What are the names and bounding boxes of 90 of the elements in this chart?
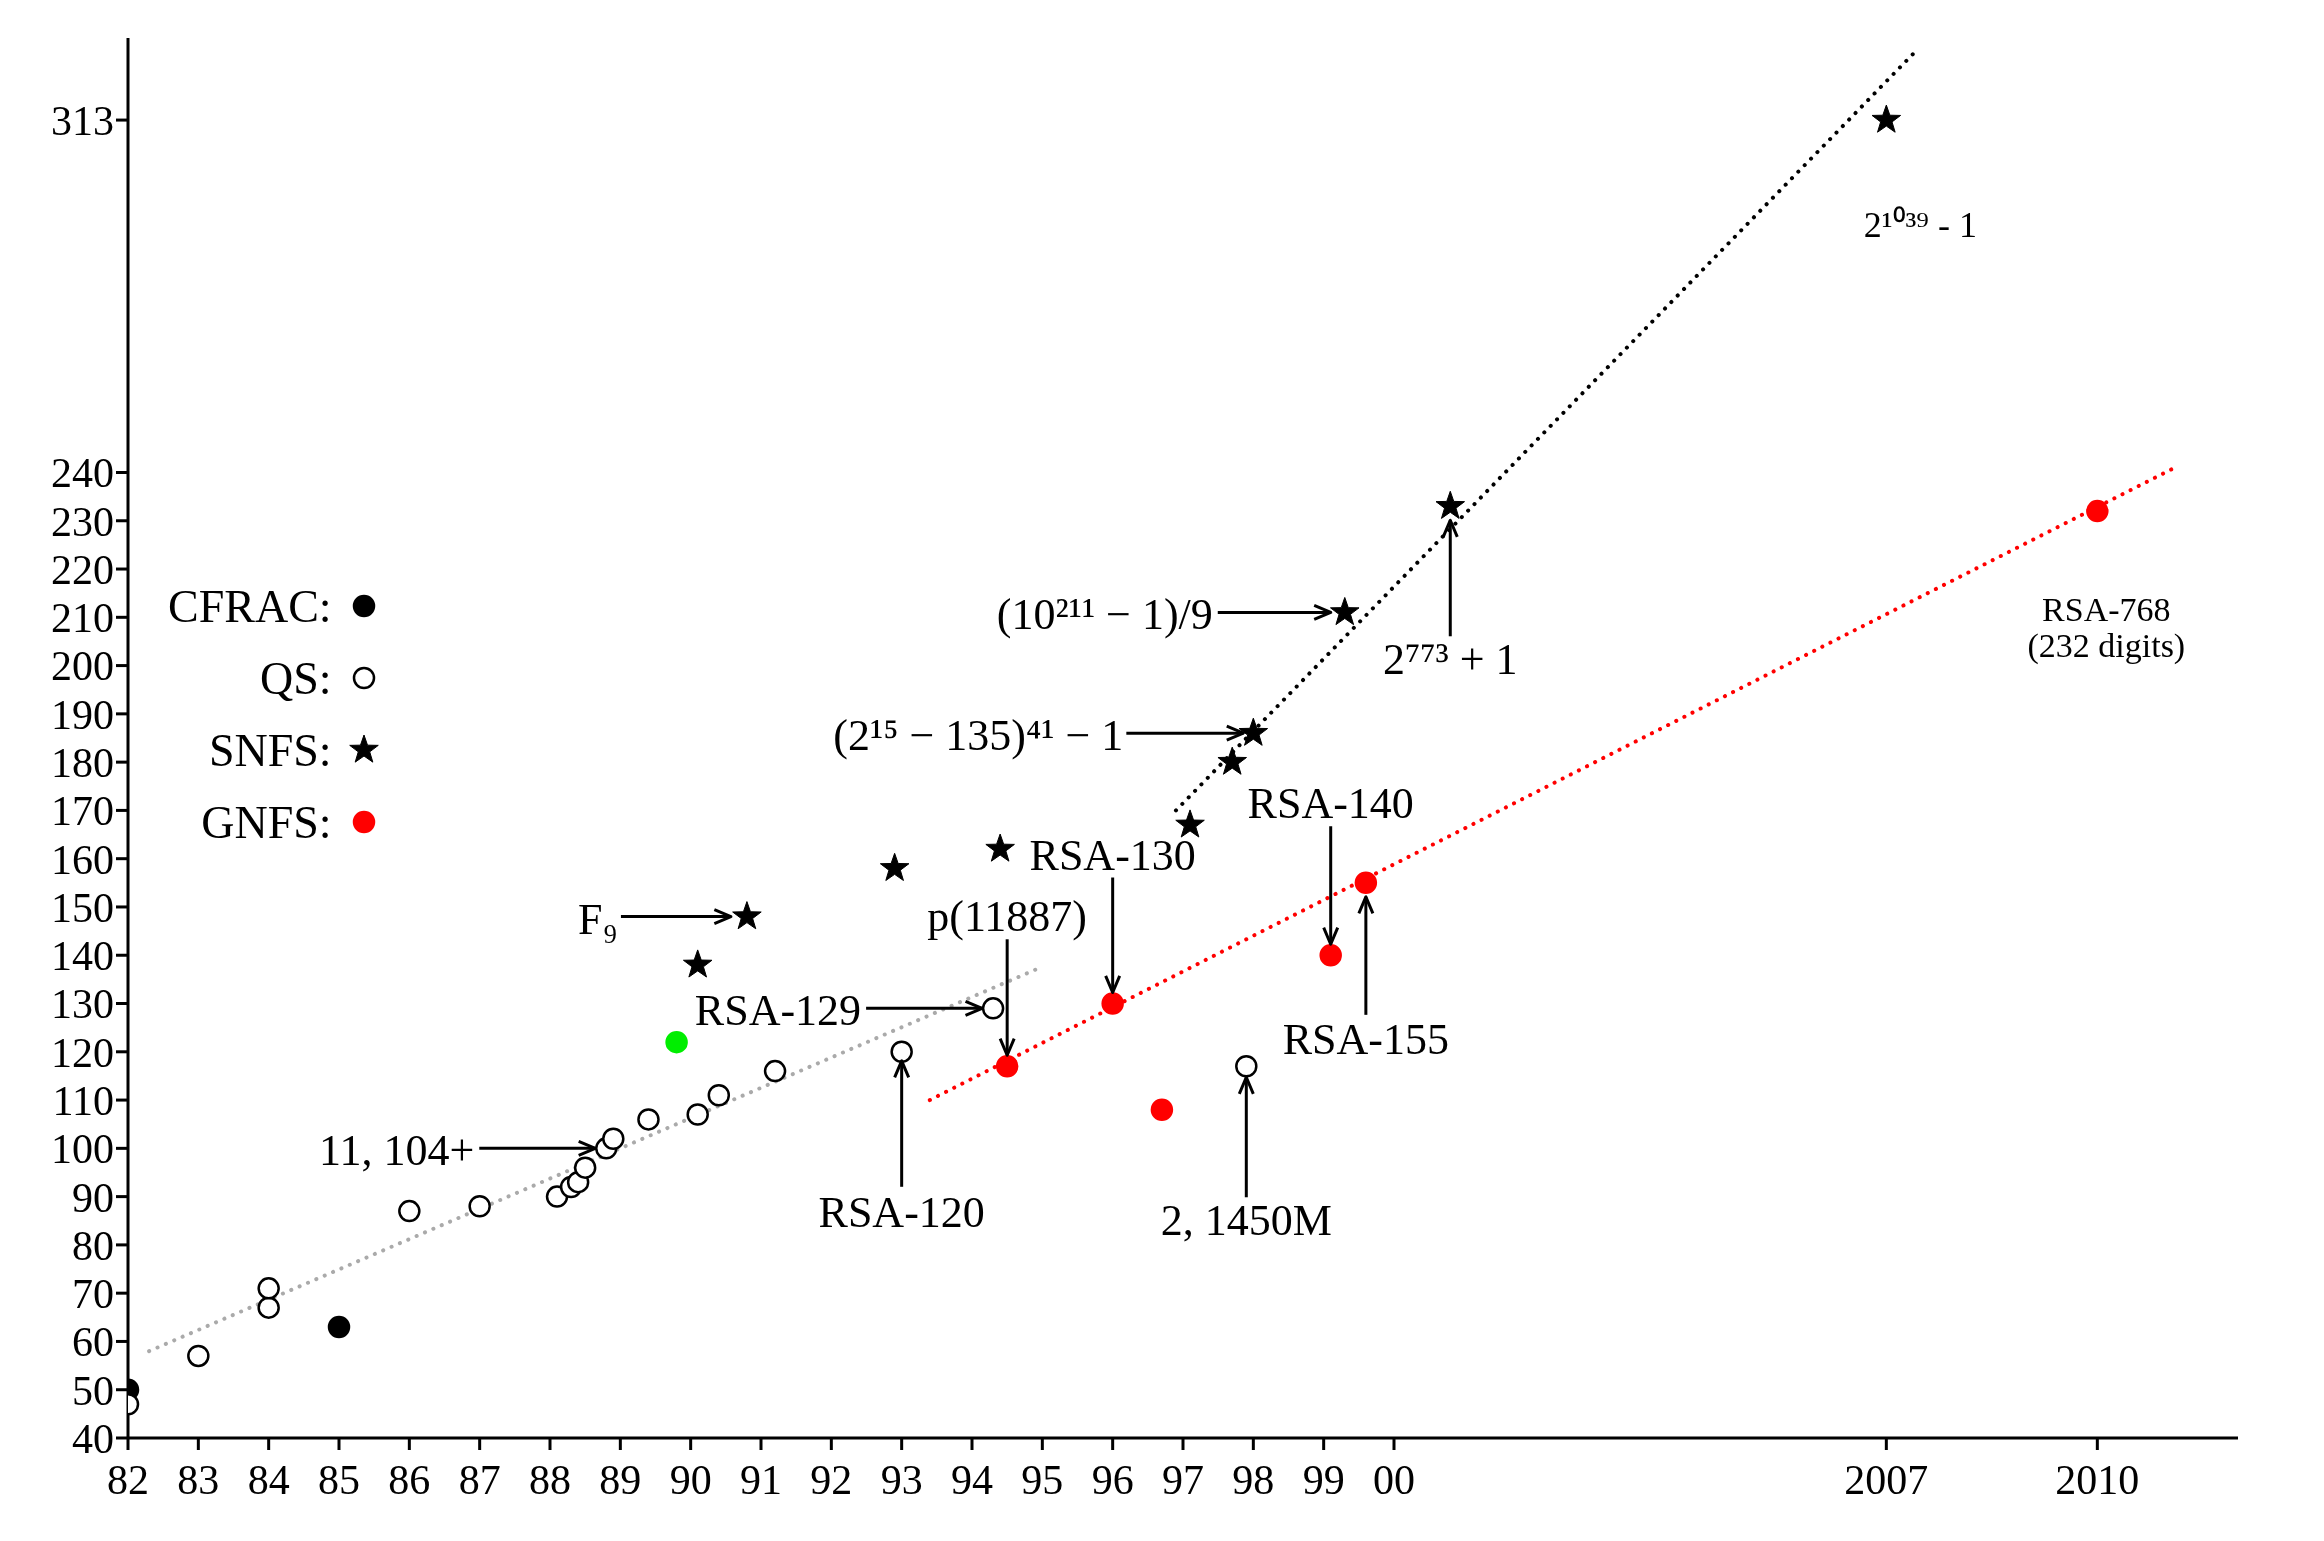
annotation: RSA-120 — [818, 1187, 985, 1237]
y-tick-label: 240 — [51, 450, 114, 497]
y-tick-label: 313 — [51, 97, 114, 144]
point — [398, 1199, 421, 1223]
annotation: (10²¹¹ − 1)/9 — [996, 589, 1213, 639]
point — [1150, 1098, 1174, 1121]
annotation: RSA-130 — [1029, 830, 1196, 880]
x-tick-label: 89 — [599, 1456, 642, 1503]
y-tick-label: 80 — [72, 1222, 114, 1269]
x-tick-label: 99 — [1302, 1456, 1345, 1503]
point — [763, 1059, 787, 1083]
y-tick-label: 130 — [51, 981, 114, 1028]
point — [682, 949, 713, 978]
x-tick-label: 96 — [1091, 1456, 1134, 1503]
x-tick-label: 85 — [318, 1456, 360, 1503]
point — [686, 1103, 709, 1126]
x-tick-label: 91 — [740, 1456, 782, 1503]
annotation: F₉ — [578, 894, 618, 944]
annotation: (2¹⁵ − 135)⁴¹ − 1 — [833, 710, 1124, 760]
x-tick-label: 86 — [388, 1456, 431, 1503]
legend-label: SNFS: — [208, 723, 332, 777]
y-tick-label: 220 — [51, 546, 114, 593]
point — [1175, 809, 1205, 838]
y-tick-label: 180 — [51, 740, 114, 787]
x-tick-label: 2007 — [1844, 1456, 1929, 1503]
point — [1435, 490, 1466, 519]
annotation: 2, 1450M — [1160, 1195, 1332, 1245]
annotation: RSA-155 — [1282, 1014, 1449, 1064]
point — [1217, 746, 1247, 775]
point — [1330, 596, 1360, 626]
point — [890, 1040, 913, 1064]
point — [707, 1083, 731, 1107]
y-tick-label: 90 — [72, 1174, 114, 1221]
annotation: RSA-129 — [694, 985, 862, 1035]
point — [257, 1296, 280, 1319]
y-tick-label: 120 — [51, 1029, 114, 1076]
y-tick-label: 60 — [72, 1319, 114, 1366]
point — [879, 852, 910, 881]
point — [573, 1156, 597, 1179]
point — [995, 1055, 1019, 1078]
y-tick-label: 110 — [52, 1077, 114, 1124]
point — [1871, 104, 1902, 133]
x-tick-label: 97 — [1162, 1456, 1204, 1503]
legend-label: GNFS: — [201, 795, 332, 849]
y-tick-label: 190 — [51, 691, 114, 738]
x-tick-label: 94 — [951, 1456, 993, 1503]
annotation: 11, 104+ — [319, 1125, 475, 1175]
point — [602, 1127, 625, 1150]
point — [1101, 992, 1124, 1015]
point — [665, 1030, 688, 1054]
x-tick-label: 95 — [1021, 1456, 1064, 1503]
x-tick-label: 87 — [458, 1456, 501, 1503]
x-tick-label: 92 — [810, 1456, 853, 1503]
legend-label: QS: — [260, 651, 332, 705]
point — [985, 833, 1015, 862]
point — [1319, 943, 1342, 967]
annotation: RSA-140 — [1247, 778, 1414, 828]
y-tick-label: 160 — [51, 836, 114, 883]
y-tick-label: 70 — [72, 1271, 114, 1318]
y-tick-label: 140 — [51, 933, 114, 980]
point — [1235, 1055, 1258, 1078]
point — [637, 1108, 660, 1131]
x-tick-label: 93 — [880, 1456, 923, 1503]
annotation: 2¹⁰³⁹ - 1 — [1863, 205, 1977, 246]
x-tick-label: 00 — [1373, 1456, 1415, 1503]
y-tick-label: 100 — [51, 1126, 114, 1173]
point — [2086, 499, 2109, 523]
y-tick-label: 230 — [51, 498, 114, 545]
y-tick-label: 150 — [51, 884, 114, 931]
x-tick-label: 98 — [1232, 1456, 1275, 1503]
point — [981, 997, 1005, 1020]
x-tick-label: 2010 — [2055, 1456, 2140, 1503]
x-tick-label: 84 — [247, 1456, 290, 1503]
x-tick-label: 88 — [529, 1456, 571, 1503]
point — [257, 1277, 280, 1300]
legend-label: CFRAC: — [168, 579, 332, 633]
point — [732, 901, 762, 930]
x-tick-label: 90 — [669, 1456, 712, 1503]
point — [1354, 871, 1378, 895]
y-tick-label: 170 — [51, 788, 114, 835]
y-tick-label: 50 — [72, 1367, 114, 1414]
y-tick-label: 200 — [51, 643, 114, 690]
y-tick-label: 210 — [51, 595, 114, 642]
annotation: p(11887) — [927, 891, 1087, 941]
x-tick-label: 83 — [177, 1456, 220, 1503]
point — [187, 1344, 210, 1368]
annotation: RSA-768 (232 digits) — [2027, 590, 2186, 665]
point — [468, 1195, 491, 1218]
annotation: 2⁷⁷³ + 1 — [1382, 634, 1518, 684]
point — [1238, 717, 1269, 746]
